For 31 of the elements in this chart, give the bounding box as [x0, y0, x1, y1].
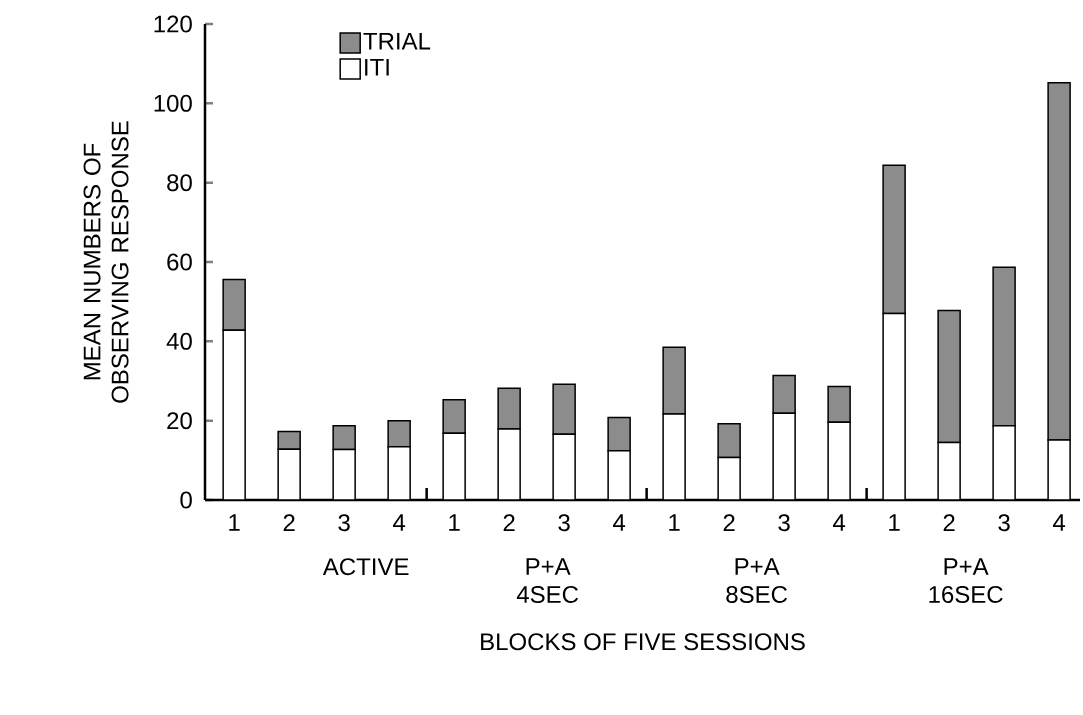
legend-label: TRIAL	[363, 32, 431, 50]
x-tick-label: 2	[283, 514, 295, 531]
x-tick-label: 2	[503, 514, 515, 531]
text: P+A 4SEC	[516, 558, 579, 603]
x-tick-label: 3	[778, 514, 790, 532]
y-tick-label: 60	[167, 253, 192, 271]
x-tick-label: 4	[613, 514, 626, 531]
y-tick-label: 80	[167, 174, 192, 192]
x-tick-label: 3	[998, 514, 1010, 532]
y-tick-label: 20	[167, 412, 192, 430]
x-tick-label: 2	[943, 514, 955, 531]
text: ACTIVE	[322, 558, 409, 576]
x-tick-label: 1	[669, 514, 680, 531]
y-tick-label: 120	[154, 15, 192, 33]
x-tick-label: 2	[723, 514, 735, 531]
legend-label: ITI	[365, 59, 389, 76]
x-tick-label: 4	[832, 514, 846, 531]
text: P+A 8SEC	[726, 558, 788, 603]
text: P+A 16SEC	[929, 558, 1003, 603]
x-tick-label: 3	[338, 514, 350, 532]
y-tick-label: 40	[166, 332, 192, 350]
x-tick-label: 1	[449, 514, 460, 531]
y-axis-title: MEAN NUMBERS OF OBSERVING RESPONSE	[83, 121, 129, 403]
x-tick-label: 4	[1052, 514, 1066, 531]
x-tick-label: 1	[889, 514, 900, 531]
x-tick-label: 4	[393, 514, 406, 531]
x-axis-title: BLOCKS OF FIVE SESSIONS	[481, 633, 805, 651]
x-tick-label: 3	[558, 514, 570, 532]
y-tick-label: 0	[180, 491, 192, 509]
y-tick-label: 100	[154, 94, 192, 112]
x-tick-label: 1	[229, 514, 240, 531]
